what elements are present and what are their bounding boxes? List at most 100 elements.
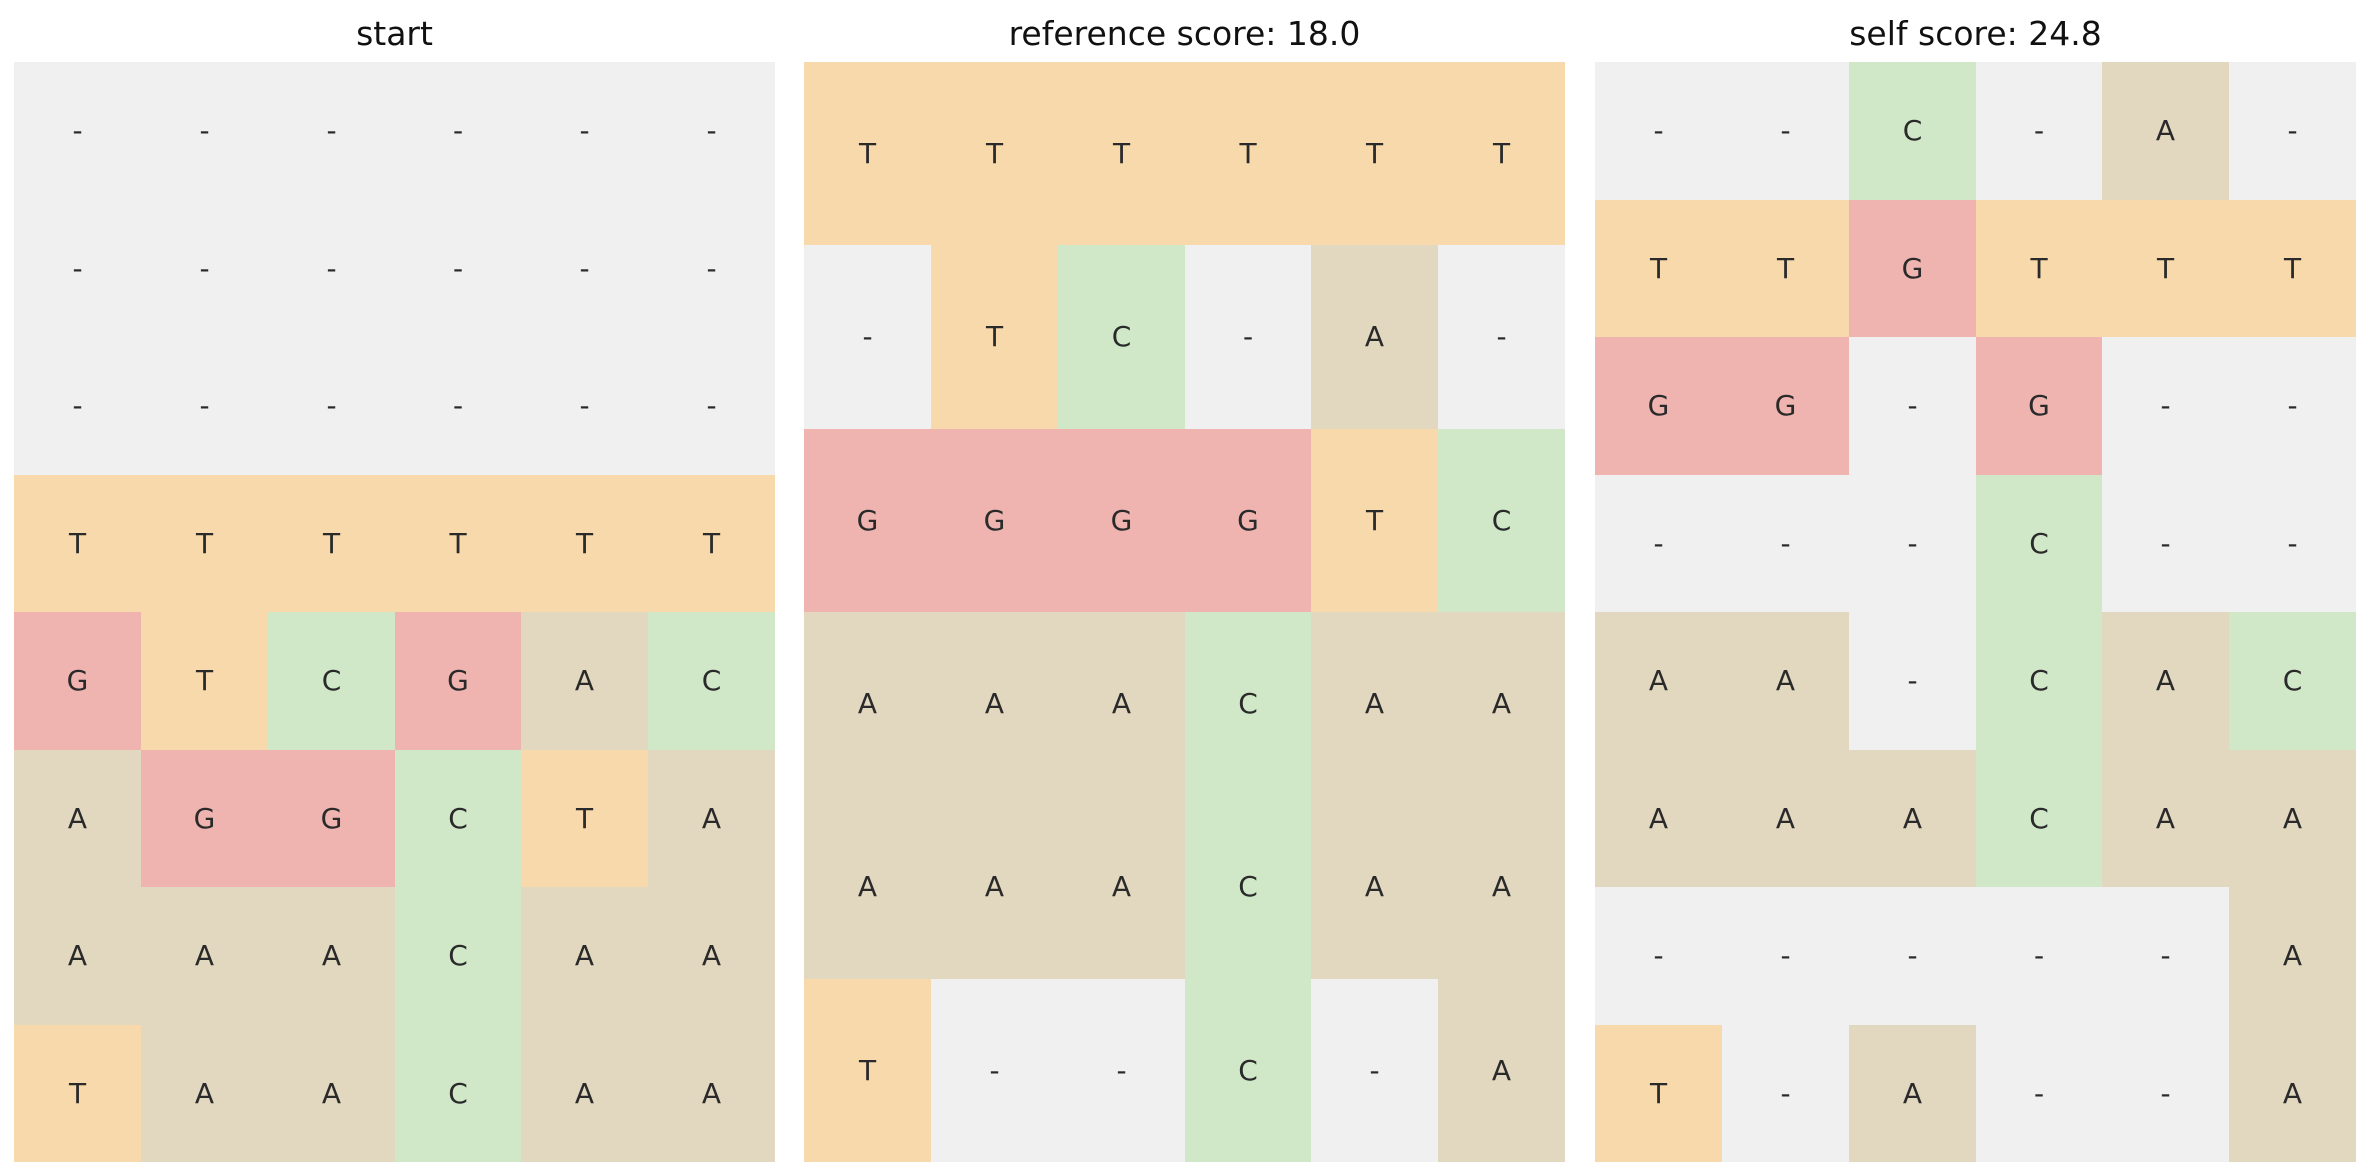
grid-cell: - (1722, 62, 1849, 200)
cell-letter: - (862, 320, 873, 353)
grid-cell: - (141, 200, 268, 337)
cell-letter: A (1648, 664, 1669, 697)
grid-cell: T (1058, 62, 1185, 245)
cell-letter: C (701, 664, 722, 697)
grid-cell: - (1185, 245, 1311, 429)
cell-letter: A (1491, 686, 1512, 720)
grid-cell: C (395, 750, 521, 887)
cell-letter: - (1653, 939, 1664, 972)
cell-letter: A (701, 939, 722, 972)
grid-cell: - (141, 337, 268, 475)
grid-cell: A (1849, 1025, 1976, 1162)
cell-letter: T (575, 801, 594, 835)
panel-title: self score: 24.8 (1849, 14, 2102, 53)
grid-cell: C (648, 612, 775, 750)
cell-letter: - (2287, 114, 2298, 147)
grid-cell: A (1722, 612, 1849, 750)
grid-cell: A (1438, 979, 1565, 1162)
grid-cell: A (1311, 612, 1438, 795)
cell-letter: T (1112, 136, 1131, 170)
grid-cell: T (1185, 62, 1311, 245)
cell-letter: - (326, 251, 337, 285)
cell-letter: T (1239, 136, 1257, 170)
grid-cell: - (395, 62, 521, 200)
cell-letter: A (194, 1076, 215, 1110)
grid-cell: T (804, 62, 931, 245)
cell-letter: T (985, 136, 1004, 170)
grid-cell: G (1849, 200, 1976, 337)
grid-cell: - (14, 337, 141, 475)
grid-cell: A (2229, 750, 2356, 887)
cell-letter: - (706, 114, 717, 147)
grid-cell: A (268, 887, 395, 1025)
cell-letter: - (2033, 114, 2045, 147)
cell-letter: A (2282, 939, 2303, 972)
grid-cell: - (268, 62, 395, 200)
cell-letter: T (858, 136, 877, 170)
grid-cell: A (1058, 612, 1185, 795)
grid-reference: T T T T T T - T C - A - G G G G T C A A A C A A A A A C A A T - - C - A (804, 62, 1565, 1162)
cell-letter: A (1491, 870, 1512, 903)
grid-cell: A (1311, 795, 1438, 979)
cell-letter: - (1907, 389, 1918, 422)
grid-cell: - (648, 62, 775, 200)
cell-letter: A (2155, 801, 2176, 835)
grid-cell: T (648, 475, 775, 612)
cell-letter: - (2160, 939, 2171, 972)
cell-letter: T (2283, 251, 2302, 285)
grid-start: - - - - - - - - - - - - - - - - - - T T T T T T G T C G A C A G G C T A A A A C… (14, 62, 775, 1162)
grid-cell: - (648, 337, 775, 475)
cell-letter: - (1780, 526, 1791, 560)
grid-cell: C (1185, 612, 1311, 795)
cell-letter: C (448, 939, 468, 972)
grid-cell: C (1976, 750, 2102, 887)
cell-letter: A (1902, 1076, 1923, 1110)
cell-letter: C (321, 664, 342, 697)
cell-letter: T (1776, 251, 1795, 285)
cell-letter: - (2033, 1076, 2045, 1110)
cell-letter: A (1775, 664, 1796, 697)
grid-cell: A (1438, 612, 1565, 795)
cell-letter: A (67, 801, 88, 835)
cell-letter: - (579, 251, 590, 285)
cell-letter: A (1111, 686, 1132, 720)
cell-letter: A (574, 939, 595, 972)
grid-cell: - (1595, 887, 1722, 1025)
grid-cell: A (804, 795, 931, 979)
cell-letter: T (1649, 251, 1668, 285)
grid-cell: - (1849, 887, 1976, 1025)
grid-cell: T (1595, 200, 1722, 337)
cell-letter: - (1242, 320, 1254, 353)
cell-letter: - (326, 389, 337, 422)
grid-cell: T (2102, 200, 2229, 337)
cell-letter: A (1902, 801, 1923, 835)
grid-cell: C (395, 1025, 521, 1162)
cell-letter: T (858, 1053, 877, 1087)
cell-letter: G (320, 801, 343, 835)
cell-letter: - (2160, 526, 2171, 560)
grid-cell: T (2229, 200, 2356, 337)
cell-letter: T (449, 526, 467, 560)
grid-cell: C (268, 612, 395, 750)
cell-letter: G (1237, 503, 1259, 537)
cell-letter: T (322, 526, 341, 560)
cell-letter: - (72, 251, 83, 285)
grid-cell: A (2102, 612, 2229, 750)
grid-cell: A (521, 887, 648, 1025)
grid-cell: T (931, 62, 1058, 245)
grid-cell: T (14, 1025, 141, 1162)
cell-letter: - (72, 114, 83, 147)
grid-cell: C (1438, 429, 1565, 612)
grid-cell: G (1976, 337, 2102, 475)
cell-letter: - (1780, 114, 1791, 147)
cell-letter: C (1238, 1053, 1258, 1087)
cell-letter: - (989, 1053, 1000, 1087)
grid-cell: A (1058, 795, 1185, 979)
grid-cell: - (268, 337, 395, 475)
cell-letter: - (452, 251, 464, 285)
cell-letter: A (1491, 1053, 1512, 1087)
grid-cell: A (804, 612, 931, 795)
grid-cell: C (1058, 245, 1185, 429)
cell-letter: A (1111, 870, 1132, 903)
cell-letter: A (1775, 801, 1796, 835)
